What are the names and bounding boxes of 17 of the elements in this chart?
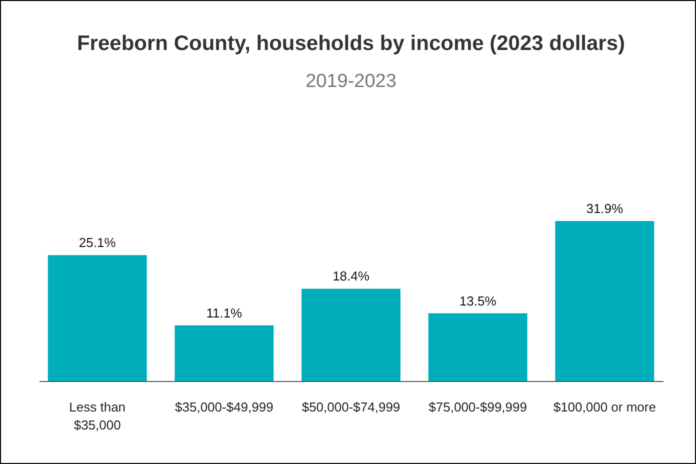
data-label: 18.4% bbox=[332, 268, 370, 284]
data-label: 11.1% bbox=[206, 305, 243, 320]
x-tick-label: $100,000 or more bbox=[553, 400, 656, 414]
chart-subtitle: 2019-2023 bbox=[306, 71, 396, 92]
bar bbox=[48, 255, 147, 381]
bar bbox=[302, 288, 400, 381]
data-label: 31.9% bbox=[586, 201, 624, 216]
chart-title: Freeborn County, households by income (2023 dollars) bbox=[76, 32, 626, 55]
data-label: 25.1% bbox=[78, 235, 116, 250]
bar bbox=[174, 325, 274, 381]
x-tick-label: $75,000-$99,999 bbox=[428, 400, 527, 414]
x-tick-label: $35,000-$49,999 bbox=[175, 400, 274, 414]
data-label: 13.5% bbox=[459, 293, 497, 308]
bar bbox=[428, 313, 528, 381]
x-tick-label: $50,000-$74,999 bbox=[302, 400, 400, 414]
bar bbox=[555, 221, 654, 381]
x-tick-label: Less than $35,000 bbox=[69, 400, 126, 432]
